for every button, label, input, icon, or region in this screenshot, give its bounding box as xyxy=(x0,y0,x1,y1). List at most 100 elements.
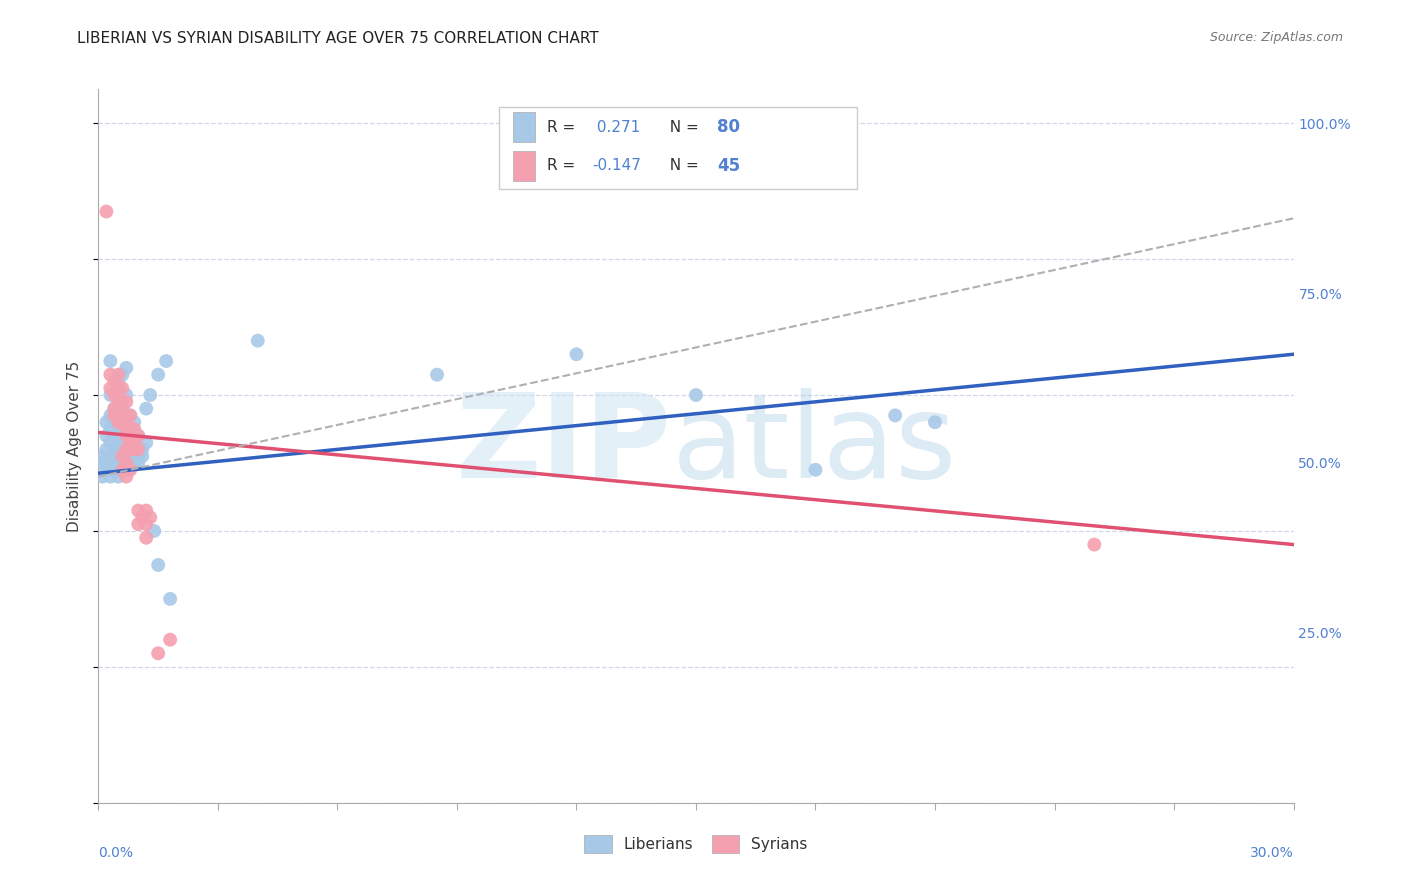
Point xyxy=(96,429,118,443)
Point xyxy=(135,401,157,416)
Point xyxy=(103,401,125,416)
Text: R =: R = xyxy=(547,158,579,173)
Point xyxy=(103,456,125,470)
Point xyxy=(115,388,138,402)
Point xyxy=(120,442,142,457)
Point xyxy=(111,415,134,429)
Point xyxy=(884,409,907,423)
Point xyxy=(111,449,134,463)
Point xyxy=(98,388,122,402)
Point xyxy=(96,204,118,219)
Point xyxy=(148,646,170,660)
Point xyxy=(103,449,125,463)
Point xyxy=(111,422,134,436)
Point xyxy=(131,442,153,457)
Text: -0.147: -0.147 xyxy=(592,158,641,173)
Point xyxy=(1083,537,1105,551)
Point xyxy=(159,632,181,647)
Point xyxy=(139,510,162,524)
Point xyxy=(120,409,142,423)
Point xyxy=(127,456,149,470)
Point xyxy=(111,449,134,463)
Point xyxy=(426,368,449,382)
Point xyxy=(98,449,122,463)
Point xyxy=(127,503,149,517)
Point xyxy=(96,456,118,470)
Text: LIBERIAN VS SYRIAN DISABILITY AGE OVER 75 CORRELATION CHART: LIBERIAN VS SYRIAN DISABILITY AGE OVER 7… xyxy=(77,31,599,46)
Point xyxy=(127,429,149,443)
Point xyxy=(120,422,142,436)
Text: atlas: atlas xyxy=(672,389,957,503)
Point xyxy=(115,422,138,436)
Point xyxy=(107,368,129,382)
Point xyxy=(115,456,138,470)
Point xyxy=(131,449,153,463)
Point xyxy=(115,442,138,457)
Point xyxy=(127,517,149,532)
Point xyxy=(111,409,134,423)
Point xyxy=(115,463,138,477)
Point xyxy=(111,456,134,470)
Point xyxy=(103,442,125,457)
Point xyxy=(115,469,138,483)
Point xyxy=(91,456,114,470)
Text: N =: N = xyxy=(661,120,704,135)
Point xyxy=(120,435,142,450)
Point xyxy=(120,429,142,443)
Point xyxy=(120,442,142,457)
Point xyxy=(148,558,170,572)
FancyBboxPatch shape xyxy=(513,151,534,180)
Point xyxy=(96,442,118,457)
Text: 0.0%: 0.0% xyxy=(98,846,134,860)
Point xyxy=(107,409,129,423)
Point xyxy=(131,510,153,524)
Point xyxy=(103,375,125,389)
Text: 0.271: 0.271 xyxy=(592,120,640,135)
Point xyxy=(98,354,122,368)
Point xyxy=(103,409,125,423)
Point xyxy=(111,435,134,450)
Point xyxy=(96,415,118,429)
Point xyxy=(103,463,125,477)
Point xyxy=(107,449,129,463)
Point xyxy=(107,394,129,409)
Point xyxy=(135,531,157,545)
Point xyxy=(115,394,138,409)
Text: Source: ZipAtlas.com: Source: ZipAtlas.com xyxy=(1209,31,1343,45)
Point xyxy=(115,360,138,375)
Point xyxy=(115,409,138,423)
Point xyxy=(159,591,181,606)
Point xyxy=(98,368,122,382)
Text: ZIP: ZIP xyxy=(456,389,672,503)
Point xyxy=(107,394,129,409)
Point xyxy=(98,381,122,395)
Point xyxy=(103,401,125,416)
Point xyxy=(135,435,157,450)
Point xyxy=(143,524,166,538)
Point xyxy=(111,381,134,395)
Point xyxy=(111,401,134,416)
Point xyxy=(107,409,129,423)
Point xyxy=(107,463,129,477)
Point xyxy=(107,381,129,395)
Point xyxy=(246,334,269,348)
Point xyxy=(107,456,129,470)
Text: 80: 80 xyxy=(717,118,741,136)
Point xyxy=(120,463,142,477)
Point xyxy=(139,388,162,402)
Point xyxy=(103,415,125,429)
Text: R =: R = xyxy=(547,120,579,135)
Point xyxy=(565,347,588,361)
Point xyxy=(127,449,149,463)
Point xyxy=(107,375,129,389)
Point xyxy=(124,422,146,436)
Point xyxy=(115,435,138,450)
Point xyxy=(111,442,134,457)
Point xyxy=(124,435,146,450)
Point xyxy=(111,463,134,477)
Point xyxy=(685,388,707,402)
Point xyxy=(120,456,142,470)
Point xyxy=(115,422,138,436)
Point xyxy=(127,429,149,443)
Point xyxy=(124,415,146,429)
